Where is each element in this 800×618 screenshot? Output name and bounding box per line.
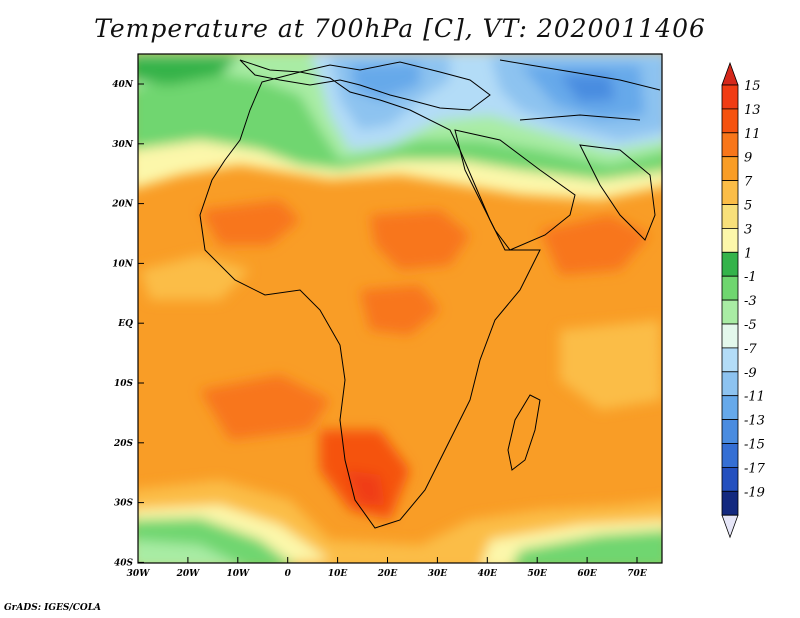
colorbar-swatch	[721, 132, 739, 158]
colorbar-label: 5	[744, 199, 752, 214]
colorbar-label: -15	[744, 438, 765, 453]
lat-label: 10S	[114, 379, 134, 389]
colorbar-label: -5	[744, 318, 757, 333]
colorbar-label: -3	[744, 294, 757, 309]
lat-label: 30S	[114, 499, 134, 509]
colorbar: 15 13 11 9 7 5 3 1 -1 -3 -5 -7 -9 -11 -13 -15 -17 -19	[721, 61, 766, 539]
lon-label: 0	[285, 569, 292, 579]
lat-label: 20S	[113, 439, 134, 449]
map-title: Temperature at 700hPa [C], VT: 202001140…	[94, 14, 706, 43]
coastlines	[199, 59, 661, 529]
latitude-axis: 40N 30N 20N 10N EQ 10S 20S 30S 40S	[111, 80, 144, 568]
lat-label: 20N	[111, 200, 134, 210]
colorbar-swatch	[721, 323, 739, 349]
lat-label: 40S	[114, 558, 134, 568]
colorbar-label: -17	[744, 461, 766, 476]
colorbar-swatch	[721, 443, 739, 468]
colorbar-swatch	[721, 466, 739, 492]
colorbar-label: 1	[744, 246, 752, 261]
colorbar-label: 3	[744, 222, 752, 237]
colorbar-label: -1	[744, 270, 757, 285]
lat-label: EQ	[117, 319, 133, 329]
lon-label: 50E	[528, 569, 548, 579]
colorbar-swatch	[721, 227, 739, 253]
lon-label: 20W	[176, 569, 201, 579]
colorbar-label: 11	[744, 127, 761, 142]
lon-label: 30W	[127, 569, 151, 579]
colorbar-swatch	[721, 204, 739, 229]
colorbar-label: -13	[744, 414, 765, 429]
lon-label: 40E	[478, 569, 498, 579]
colorbar-swatch	[721, 108, 739, 134]
lon-label: 10W	[226, 569, 250, 579]
colorbar-label: -19	[744, 485, 765, 500]
colorbar-label: 15	[744, 79, 761, 94]
colorbar-swatch	[721, 490, 739, 516]
credit-label: GrADS: IGES/COLA	[4, 603, 102, 613]
colorbar-swatch	[721, 419, 739, 444]
colorbar-swatch	[721, 275, 739, 301]
temperature-field	[138, 54, 662, 563]
colorbar-swatch	[721, 84, 739, 110]
colorbar-label: 13	[744, 103, 761, 118]
lon-label: 70E	[627, 569, 647, 579]
colorbar-swatch	[721, 156, 739, 181]
colorbar-swatch	[721, 395, 739, 421]
colorbar-swatch	[721, 299, 739, 325]
lat-label: 40N	[112, 80, 134, 90]
lon-label: 30E	[428, 569, 448, 579]
lon-label: 20E	[377, 569, 398, 579]
colorbar-swatch	[721, 347, 739, 373]
lon-label: 60E	[577, 569, 597, 579]
lat-label: 10N	[112, 259, 134, 269]
map-frame	[137, 53, 663, 564]
lat-label: 30N	[112, 140, 134, 150]
colorbar-label: -7	[744, 342, 757, 357]
longitude-axis: 30W 20W 10W 0 10E 20E 30E 40E 50E 60E 70E	[127, 557, 647, 579]
lon-label: 10E	[328, 569, 348, 579]
colorbar-label: -9	[744, 366, 757, 381]
colorbar-label: 7	[744, 175, 753, 190]
colorbar-top-arrow	[721, 61, 739, 86]
colorbar-bottom-arrow	[721, 514, 739, 539]
colorbar-label: -11	[744, 390, 765, 405]
colorbar-swatch	[721, 180, 739, 205]
colorbar-swatch	[721, 371, 739, 397]
colorbar-label: 9	[744, 151, 752, 166]
colorbar-swatch	[721, 251, 739, 277]
